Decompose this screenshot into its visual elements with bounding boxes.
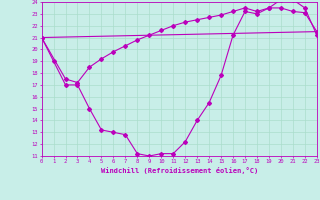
X-axis label: Windchill (Refroidissement éolien,°C): Windchill (Refroidissement éolien,°C) (100, 167, 258, 174)
